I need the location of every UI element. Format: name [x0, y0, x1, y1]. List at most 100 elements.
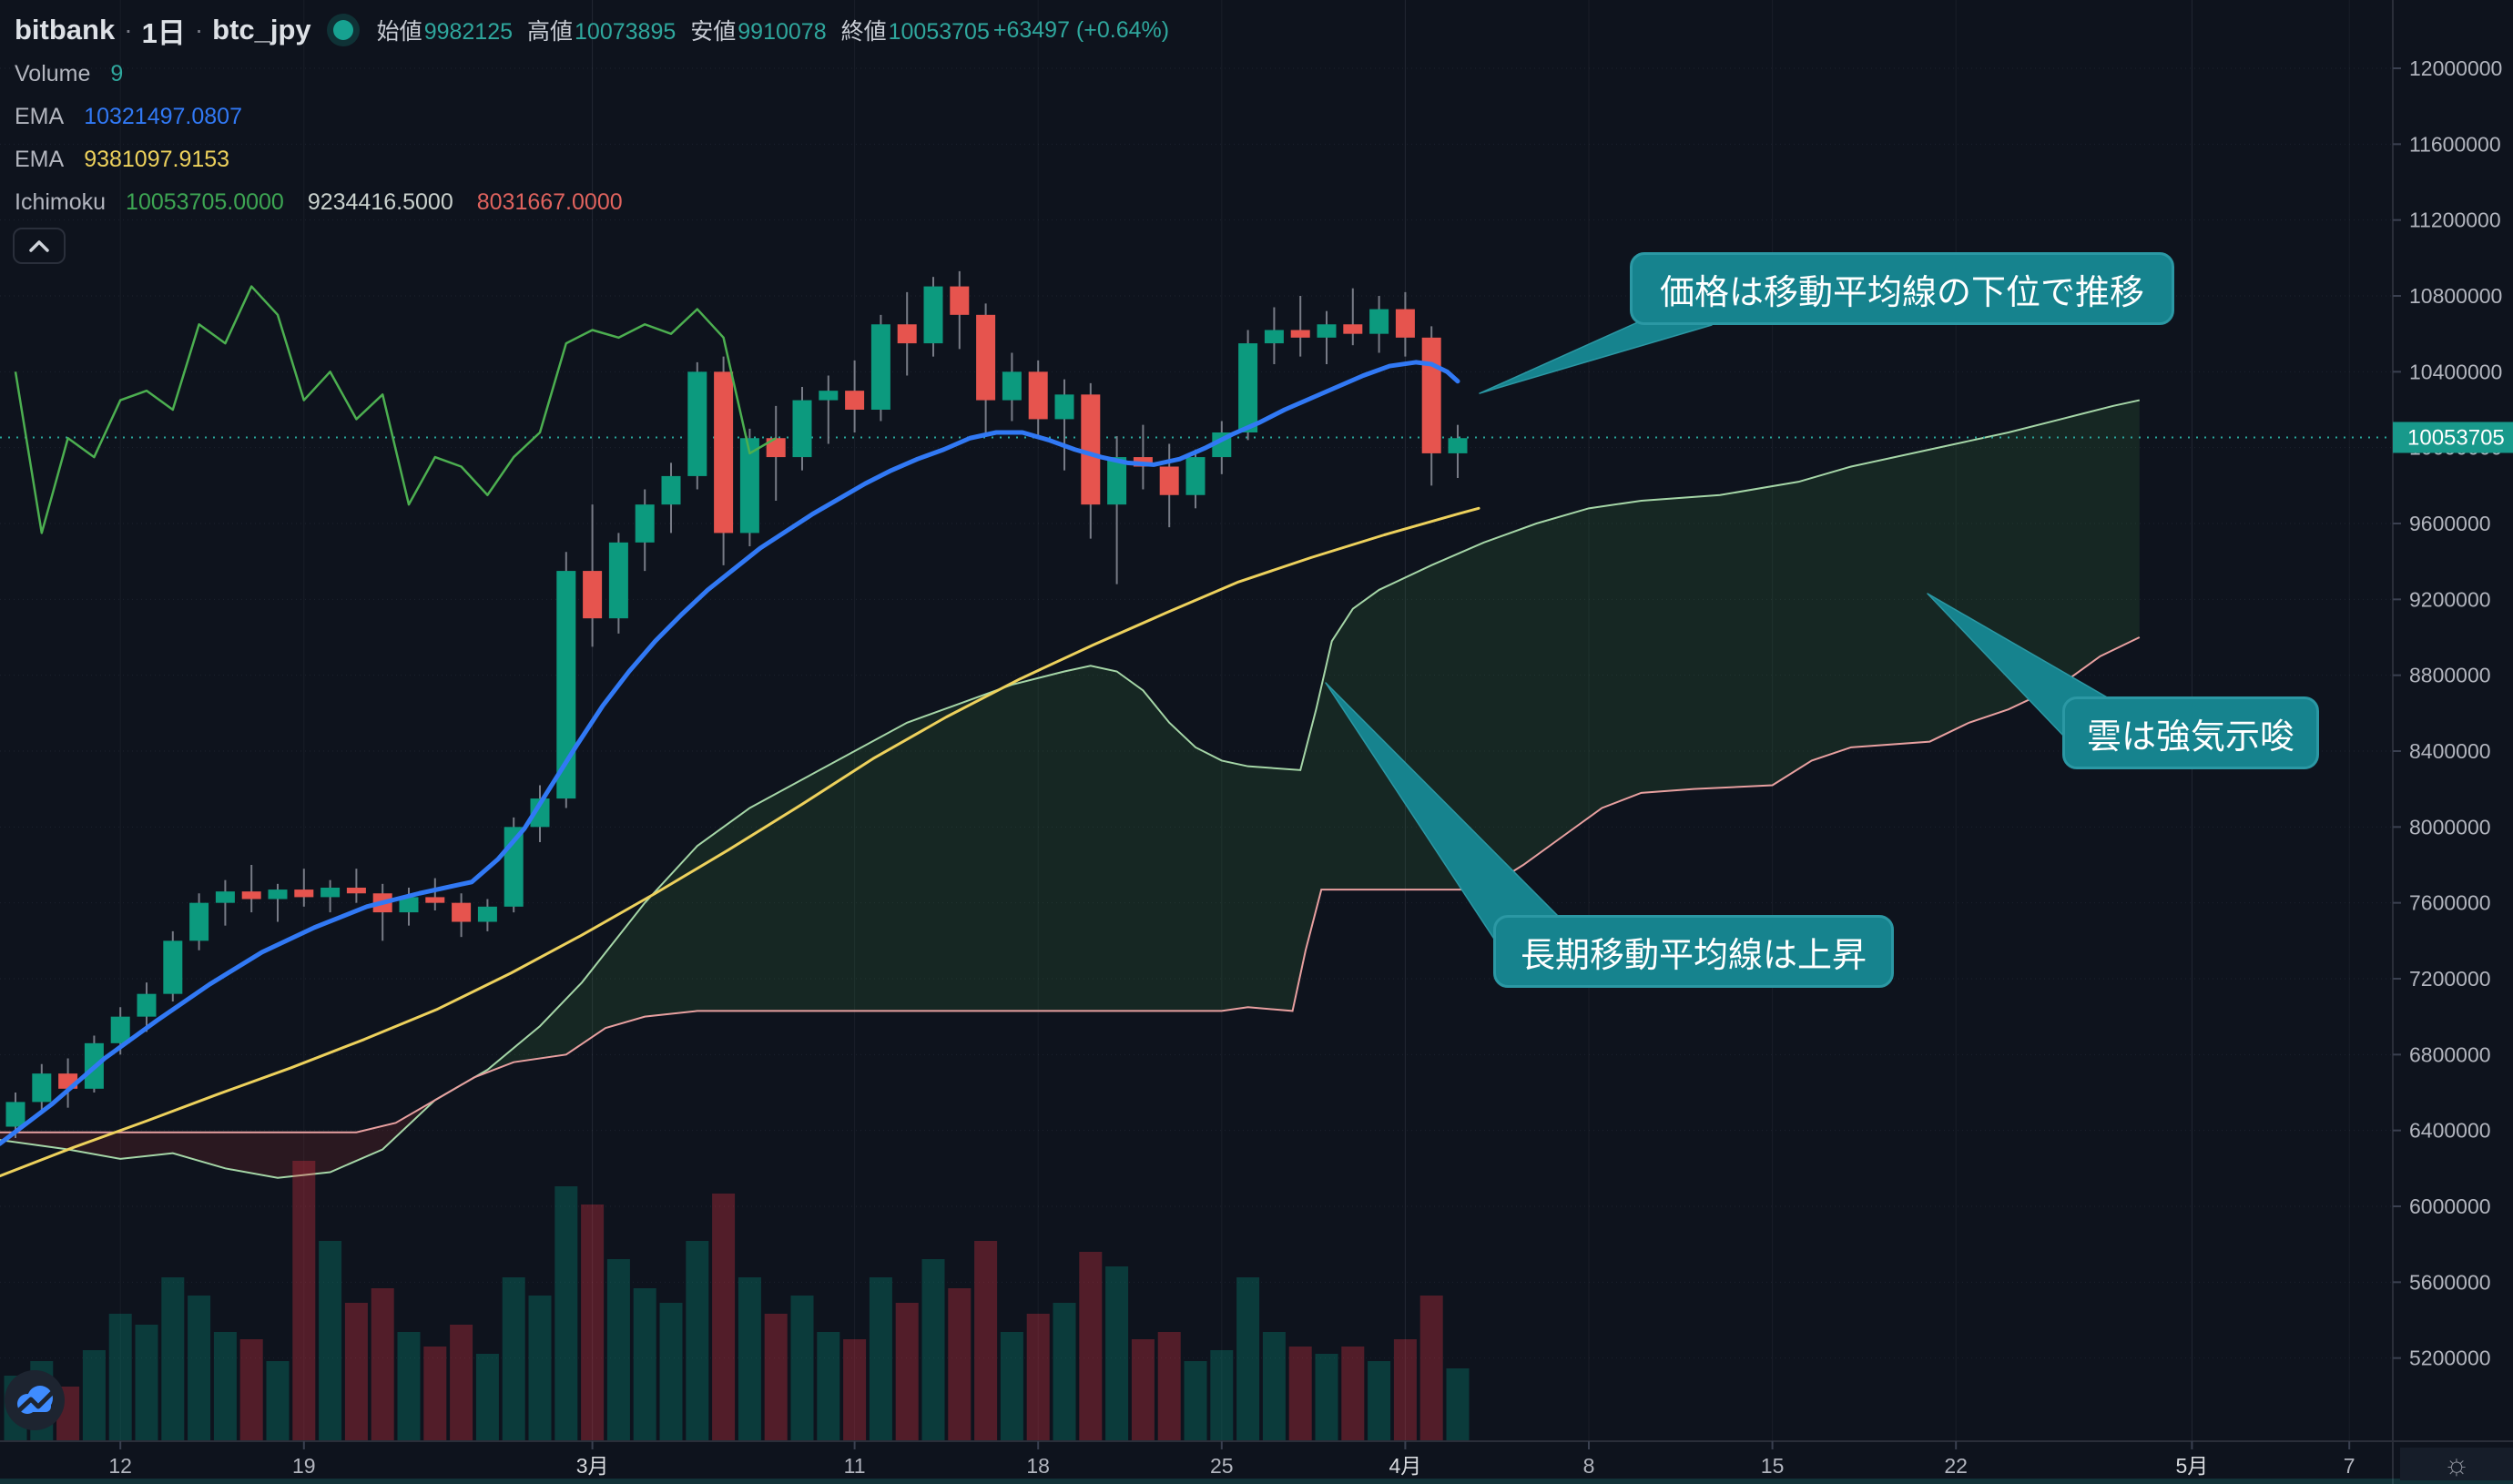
time-axis[interactable]: 12 19 3月 11 18 25 4月 8 15 22 5月 7 — [108, 1441, 2355, 1478]
time-tick-label: 5月 — [2176, 1454, 2209, 1478]
separator: · — [194, 15, 204, 44]
price-tick-label: 9200000 — [2409, 587, 2491, 611]
candle-up — [1369, 309, 1389, 334]
current-price-label[interactable]: 10053705 — [2407, 425, 2505, 450]
candle-down — [950, 286, 970, 315]
callout-note-2[interactable]: 長期移動平均線は上昇 — [1493, 915, 1894, 988]
price-tick-label: 11600000 — [2409, 132, 2501, 156]
market-status-dot-icon — [332, 20, 353, 40]
volume-bar — [1393, 1339, 1417, 1441]
candle-up — [1317, 324, 1337, 338]
price-tick-label: 8000000 — [2409, 815, 2491, 839]
ohlc-values: 始値9982125 高値10073895 安値9910078 終値1005370… — [377, 14, 990, 46]
ema-slow-line — [0, 506, 1480, 1178]
current-price-label-bg — [2393, 422, 2513, 453]
candle-up — [661, 475, 681, 505]
candle-up — [923, 286, 943, 344]
candle-down — [976, 314, 996, 401]
volume-bar — [606, 1259, 630, 1441]
time-tick-label: 22 — [1944, 1454, 1968, 1478]
chevron-up-icon — [29, 240, 49, 252]
high-value: 10073895 — [575, 19, 677, 45]
price-tick-label: 8400000 — [2409, 739, 2491, 763]
price-tick-label: 10800000 — [2409, 284, 2502, 308]
separator: · — [124, 15, 133, 44]
close-value: 10053705 — [888, 19, 990, 45]
open-label: 始値 — [376, 19, 422, 45]
candle-down — [1081, 394, 1101, 505]
volume-bar — [292, 1161, 316, 1441]
volume-bar — [1446, 1368, 1470, 1441]
candle-up — [739, 438, 759, 534]
volume-bar — [817, 1332, 840, 1441]
candle-down — [294, 889, 314, 898]
candle-up — [1002, 371, 1022, 401]
senkou-span-a-line — [0, 399, 2141, 1179]
candle-down — [1159, 466, 1179, 495]
volume-bar — [633, 1288, 656, 1441]
time-tick-label: 15 — [1761, 1454, 1785, 1478]
candle-up — [137, 993, 157, 1017]
volume-bar — [188, 1296, 211, 1441]
candle-up — [1107, 457, 1127, 505]
candle-up — [1054, 394, 1074, 420]
collapse-legend-button[interactable] — [13, 228, 66, 264]
volume-bar — [475, 1354, 499, 1441]
volume-bar — [764, 1314, 788, 1441]
timezone-settings-area[interactable]: ☼ — [2400, 1448, 2513, 1480]
volume-value: 9 — [110, 61, 124, 86]
candle-up — [635, 504, 655, 543]
candle-up — [1264, 330, 1284, 344]
sun-theme-icon[interactable]: ☼ — [2443, 1448, 2470, 1480]
price-axis[interactable]: 12000000 11600000 11200000 10800000 10400000… — [2393, 56, 2502, 1370]
volume-bar — [1315, 1354, 1338, 1441]
time-tick-label: 8 — [1583, 1454, 1595, 1478]
callout-note-1[interactable]: 価格は移動平均線の下位で推移 — [1630, 252, 2174, 325]
indicator-row-ema-slow[interactable]: EMA 9381097.9153 — [15, 138, 1169, 181]
candle-up — [215, 891, 235, 903]
volume-bar — [239, 1339, 263, 1441]
low-label: 安値 — [690, 19, 737, 45]
volume-bar — [1079, 1252, 1103, 1441]
symbol-row[interactable]: bitbank · 1日 · btc_jpy 始値9982125 高値10073… — [15, 7, 1169, 53]
indicator-row-ichimoku[interactable]: Ichimoku 10053705.0000 9234416.5000 8031… — [15, 181, 1169, 224]
volume-bar — [554, 1186, 578, 1441]
volume-bar — [1184, 1361, 1207, 1441]
pair-label: btc_jpy — [212, 14, 311, 46]
tradingview-logo[interactable] — [4, 1369, 66, 1436]
price-tick-label: 5600000 — [2409, 1270, 2491, 1294]
volume-bar — [108, 1314, 132, 1441]
cloud-bearish-area — [0, 1100, 435, 1178]
ichimoku-value-3: 8031667.0000 — [476, 189, 623, 215]
price-tick-label: 9600000 — [2409, 512, 2491, 535]
candle-up — [819, 391, 839, 401]
candle-up — [870, 324, 890, 410]
cloud-bullish-area — [434, 400, 2140, 1101]
volume-bar — [1262, 1332, 1286, 1441]
ichimoku-cloud — [0, 399, 2141, 1179]
candle-up — [32, 1073, 52, 1103]
chikou-span-line — [14, 285, 777, 534]
candle-down — [714, 371, 734, 534]
volume-bar — [1236, 1277, 1260, 1441]
candle-down — [1421, 337, 1441, 453]
volume-bar — [1157, 1332, 1181, 1441]
time-tick-label: 4月 — [1389, 1454, 1422, 1478]
candle-down — [452, 902, 472, 922]
candle-up — [399, 897, 419, 913]
candle-down — [845, 391, 865, 410]
tradingview-cloud-icon — [5, 1370, 65, 1430]
price-tick-label: 7600000 — [2409, 891, 2491, 915]
volume-bar — [397, 1332, 421, 1441]
volume-bar — [423, 1347, 447, 1441]
indicator-row-volume[interactable]: Volume 9 — [15, 53, 1169, 96]
candle-down — [1290, 330, 1310, 338]
legend-panel: bitbank · 1日 · btc_jpy 始値9982125 高値10073… — [15, 7, 1169, 224]
volume-bar — [1105, 1266, 1129, 1441]
volume-bar — [213, 1332, 237, 1441]
indicator-row-ema-fast[interactable]: EMA 10321497.0807 — [15, 96, 1169, 138]
candle-down — [425, 897, 445, 903]
callout-note-3[interactable]: 雲は強気示唆 — [2062, 696, 2319, 769]
